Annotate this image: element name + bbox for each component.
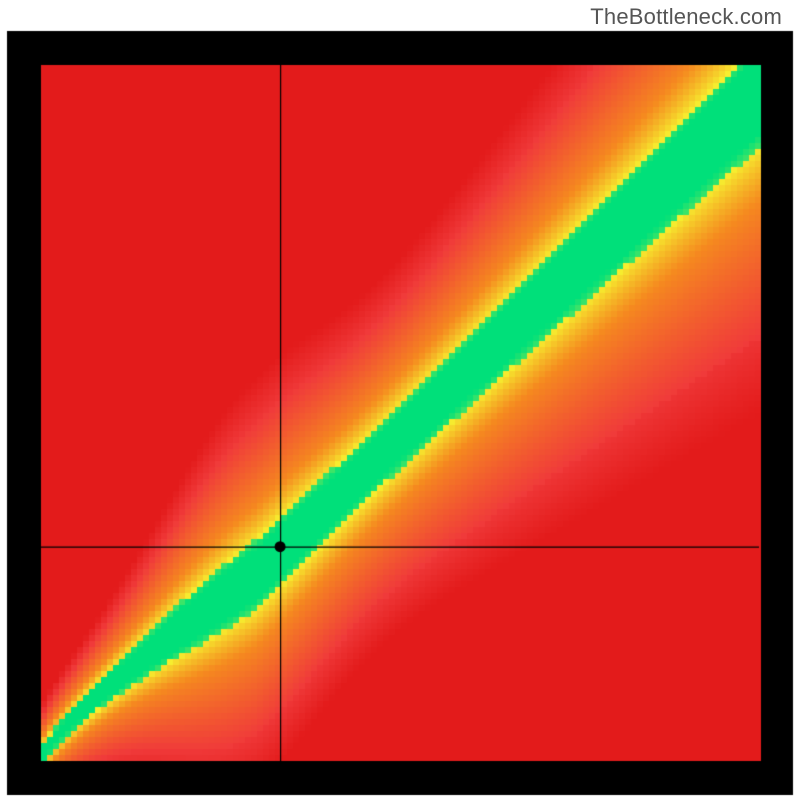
bottleneck-heatmap — [0, 0, 800, 800]
attribution-label: TheBottleneck.com — [590, 4, 782, 30]
chart-container: TheBottleneck.com — [0, 0, 800, 800]
